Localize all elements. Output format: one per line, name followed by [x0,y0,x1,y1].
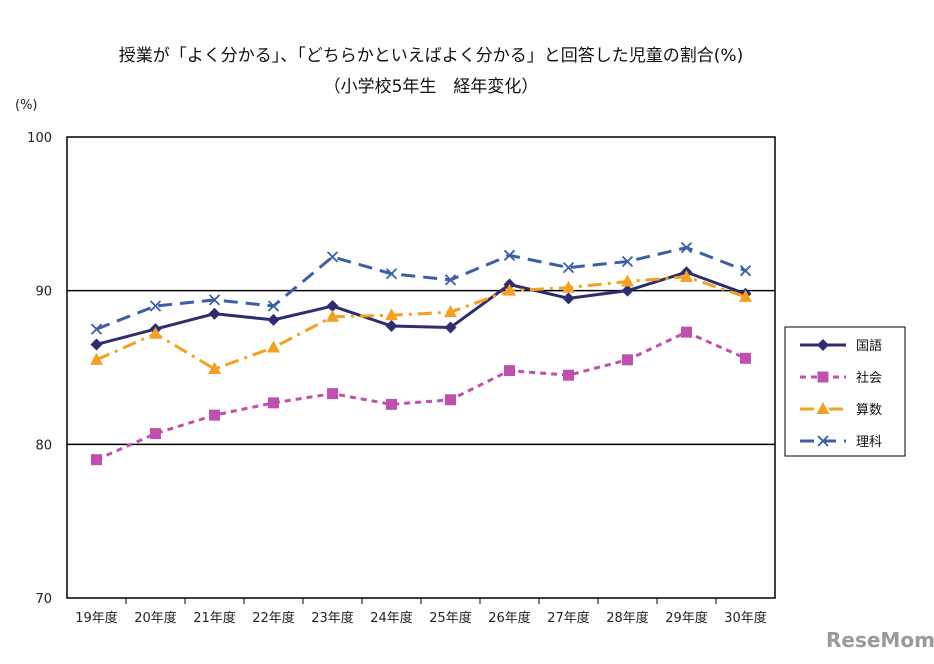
legend-label: 国語 [856,338,882,354]
data-point [444,274,457,286]
data-point [444,305,457,318]
data-point [386,398,397,410]
data-point [267,300,280,312]
data-point [562,261,575,274]
data-point [503,283,516,296]
x-tick-label: 30年度 [724,610,767,626]
y-axis-ticks: 100 90 80 70 [27,131,52,607]
data-point [445,394,456,406]
x-tick-label: 26年度 [488,610,531,626]
y-tick-label: 80 [35,438,52,453]
data-point [90,338,103,351]
data-point [149,326,162,339]
legend-label: 算数 [856,403,882,418]
data-point [444,321,457,334]
data-point [621,255,634,268]
data-point [385,268,398,280]
x-tick-label: 28年度 [606,610,649,626]
data-point [385,308,398,321]
series-line [96,270,747,346]
x-tick-label: 29年度 [665,610,708,626]
x-tick-label: 23年度 [311,610,354,626]
plot-area [66,136,776,599]
series-3 [90,242,752,335]
chart-title: 授業が「よく分かる」、「どちらかといえばよく分かる」と回答した児童の割合(%) [119,46,743,66]
series-line [95,275,746,371]
legend-label: 理科 [856,435,882,450]
y-tick-label: 70 [35,592,52,607]
data-point [91,454,102,466]
data-point [326,300,339,313]
series-line [95,330,747,462]
series-line [95,246,747,331]
x-tick-label: 27年度 [547,610,590,626]
series-2 [90,269,752,375]
x-tick-label: 19年度 [75,610,118,626]
chart-subtitle: （小学校5年生 経年変化） [324,77,539,97]
data-point [149,300,162,312]
data-point [504,365,515,377]
data-point [681,326,692,338]
legend-label: 社会 [856,370,882,386]
series-layer [90,242,752,466]
data-point [503,249,516,261]
x-tick-label: 21年度 [193,610,236,626]
data-point [267,340,280,353]
data-point [326,251,339,263]
data-point [267,313,280,326]
data-point [680,242,693,254]
data-point [739,289,752,302]
data-point [90,352,103,365]
legend-marker [816,402,830,414]
data-point [209,409,220,421]
data-point [208,307,221,320]
data-point [563,369,574,381]
x-tick-label: 25年度 [429,610,472,626]
data-point [90,323,103,335]
x-tick-label: 24年度 [370,610,413,626]
y-tick-label: 100 [27,131,52,146]
grid-lines [67,289,775,446]
data-point [621,284,634,297]
watermark-logo: ReseMom [826,628,934,652]
data-point [562,292,575,305]
data-point [740,352,751,364]
data-point [680,269,693,282]
x-tick-label: 20年度 [134,610,177,626]
legend-marker [817,339,829,351]
x-tick-label: 22年度 [252,610,295,626]
series-0 [90,266,752,351]
data-point [150,428,161,440]
data-point [326,309,339,322]
data-point [268,397,279,409]
legend-box [784,326,906,457]
legend-marker [817,435,829,447]
data-point [385,320,398,333]
y-tick-label: 90 [35,285,52,300]
y-axis-unit: (%) [15,98,38,113]
data-point [739,265,752,277]
series-1 [91,326,751,466]
data-point [327,388,338,400]
legend-marker [817,371,829,383]
data-point [208,294,221,306]
data-point [621,274,634,287]
data-point [562,280,575,293]
x-axis-ticks: 19年度 20年度 21年度 22年度 23年度 24年度 25年度 26年度 27年度 28年度… [75,598,767,626]
data-point [208,362,221,375]
data-point [622,354,633,366]
